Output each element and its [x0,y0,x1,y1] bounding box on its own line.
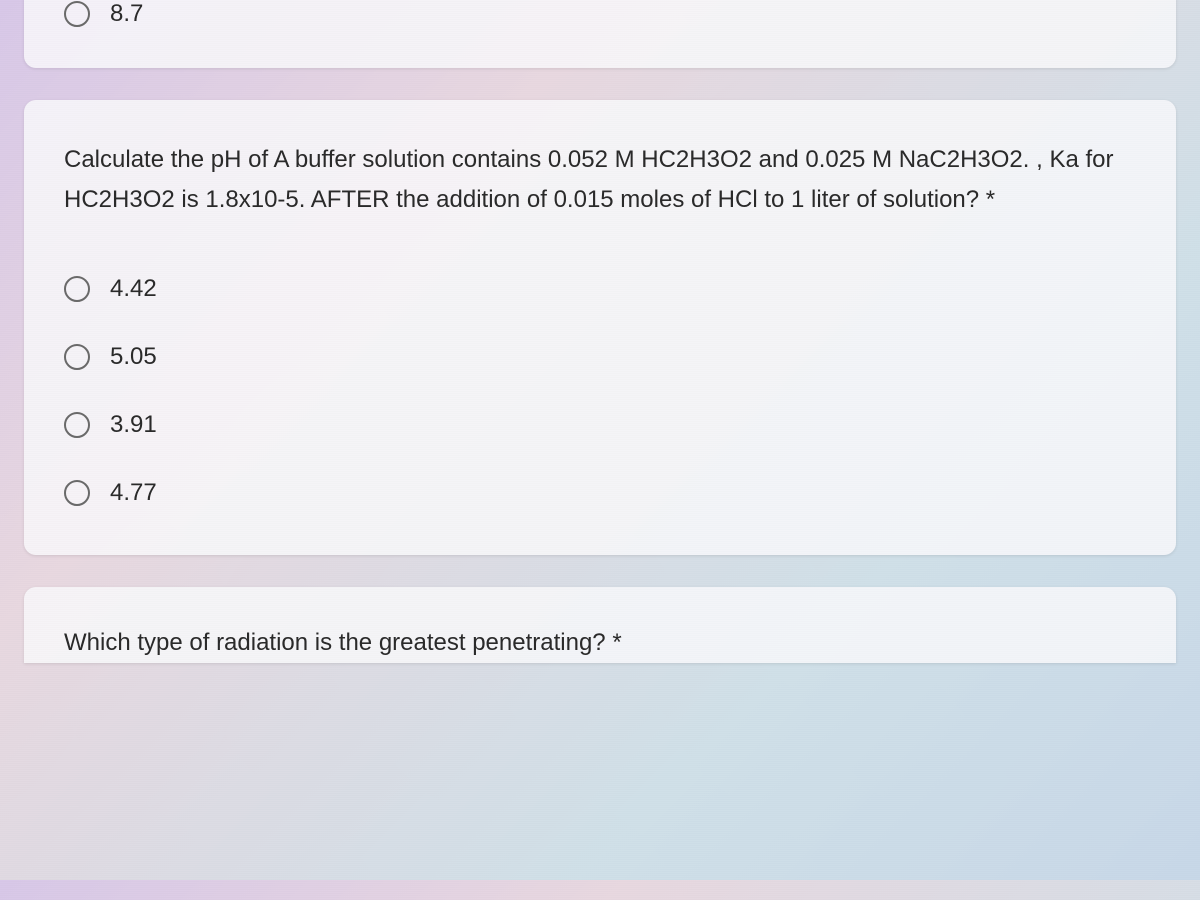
previous-question-card: 8.7 [24,0,1176,68]
radio-circle-icon [64,276,90,302]
radio-circle-icon [64,480,90,506]
option-label: 3.91 [110,411,157,439]
option-label: 4.42 [110,275,157,303]
next-question-card: Which type of radiation is the greatest … [24,587,1176,663]
radio-option[interactable]: 8.7 [64,0,1136,28]
option-label: 5.05 [110,343,157,371]
option-label: 4.77 [110,479,157,507]
radio-option[interactable]: 4.42 [64,275,1136,303]
question-text: Which type of radiation is the greatest … [64,623,1136,663]
radio-circle-icon [64,412,90,438]
question-card: Calculate the pH of A buffer solution co… [24,100,1176,555]
options-container: 4.42 5.05 3.91 4.77 [64,275,1136,507]
question-text: Calculate the pH of A buffer solution co… [64,140,1136,219]
option-label: 8.7 [110,0,143,28]
radio-circle-icon [64,1,90,27]
radio-option[interactable]: 4.77 [64,479,1136,507]
radio-option[interactable]: 3.91 [64,411,1136,439]
radio-circle-icon [64,344,90,370]
radio-option[interactable]: 5.05 [64,343,1136,371]
